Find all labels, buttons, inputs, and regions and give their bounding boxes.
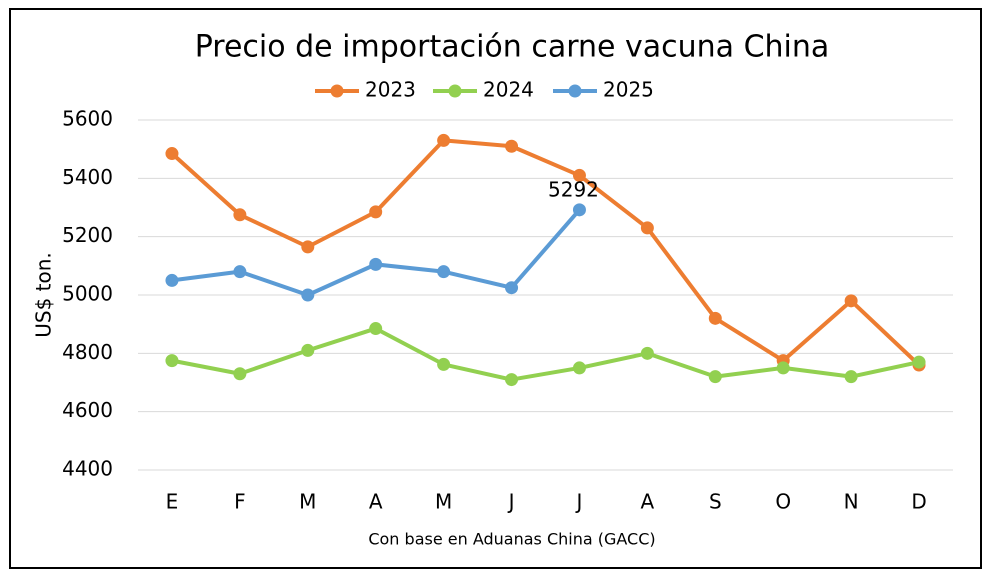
series-marker [505,373,519,387]
x-tick-label: E [166,490,179,514]
series-marker [505,281,519,295]
y-tick-label: 4800 [62,340,113,364]
series-marker [572,203,586,217]
series-line [170,138,921,367]
series-marker [505,139,519,153]
x-tick-label: A [641,490,655,514]
series-marker [437,133,451,147]
x-tick-label: M [299,490,316,514]
series-marker [437,265,451,279]
y-axis-label: US$ ton. [32,252,56,338]
series-marker [844,294,858,308]
series-marker [912,355,926,369]
x-tick-label: F [234,490,246,514]
y-tick-label: 5200 [62,223,113,247]
data-label: 5292 [548,177,599,201]
x-tick-label: D [911,490,926,514]
x-tick-label: S [709,490,722,514]
series-marker [640,346,654,360]
x-tick-label: J [507,490,515,514]
series-marker [369,322,383,336]
series-marker [708,311,722,325]
x-tick-label: M [435,490,452,514]
legend-label: 2023 [365,78,416,102]
series-marker [233,265,247,279]
series-marker [165,147,179,161]
series-marker [572,168,586,182]
x-tick-label: N [844,490,859,514]
series-marker [233,208,247,222]
y-tick-label: 4600 [62,398,113,422]
series-marker [301,240,315,254]
legend-marker [568,84,582,98]
y-tick-label: 5000 [62,282,113,306]
series-marker [437,357,451,371]
series-marker [369,205,383,219]
series-marker [233,367,247,381]
x-tick-label: A [369,490,383,514]
series-marker [165,273,179,287]
legend-label: 2024 [483,78,534,102]
series-marker [640,221,654,235]
series-marker [708,370,722,384]
x-tick-label: J [575,490,583,514]
y-tick-label: 5600 [62,107,113,131]
legend-marker [330,84,344,98]
series-line [171,326,920,382]
series-marker [165,354,179,368]
chart-border [9,8,982,569]
legend-marker [448,84,462,98]
y-tick-label: 4400 [62,457,113,481]
x-axis-label: Con base en Aduanas China (GACC) [368,530,655,549]
x-tick-label: O [775,490,791,514]
y-tick-label: 5400 [62,165,113,189]
series-marker [301,288,315,302]
series-marker [844,370,858,384]
chart-title: Precio de importación carne vacuna China [195,30,830,65]
series-marker [776,361,790,375]
legend-label: 2025 [603,78,654,102]
series-marker [369,257,383,271]
series-marker [301,343,315,357]
series-marker [572,361,586,375]
